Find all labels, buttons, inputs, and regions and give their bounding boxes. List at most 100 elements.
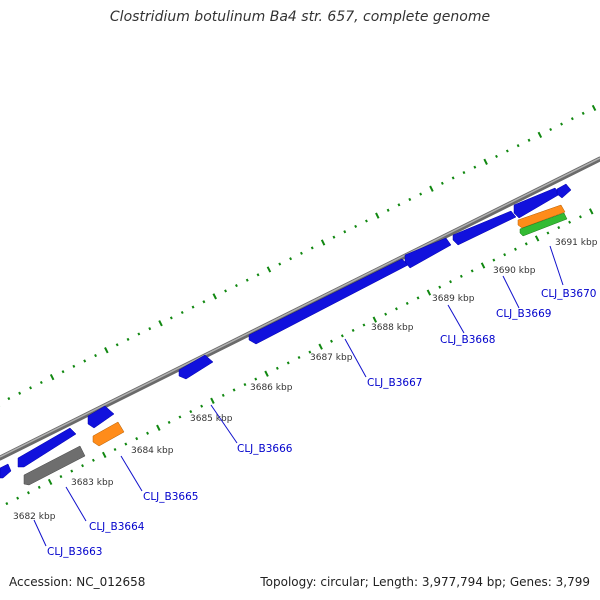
minor-tick (330, 339, 333, 343)
major-tick (591, 104, 597, 112)
gene-arrow[interactable] (452, 210, 517, 246)
minor-tick (386, 208, 390, 212)
minor-tick (37, 485, 41, 489)
gene-label-link[interactable]: CLJ_B3663 (47, 546, 102, 558)
minor-tick (492, 258, 496, 262)
minor-tick (224, 289, 228, 293)
gene-arrow[interactable] (556, 183, 572, 199)
label-leader-lines (33, 245, 564, 547)
major-tick (483, 158, 488, 165)
gene-arrow[interactable] (92, 421, 125, 447)
gene-arrow[interactable] (513, 187, 561, 219)
major-tick (589, 208, 594, 215)
gene-arrow[interactable] (178, 354, 214, 380)
minor-tick (245, 278, 249, 282)
minor-tick (549, 127, 553, 132)
minor-tick (462, 170, 466, 175)
minor-tick (126, 337, 130, 341)
minor-tick (70, 469, 74, 473)
minor-tick (440, 181, 444, 185)
minor-tick (568, 220, 572, 224)
minor-tick (503, 253, 507, 257)
minor-tick (449, 280, 452, 284)
gene-arrow[interactable] (87, 405, 115, 429)
major-tick (375, 212, 380, 219)
minor-tick (254, 377, 258, 381)
gene-label-link[interactable]: CLJ_B3666 (237, 443, 293, 455)
minor-tick (297, 355, 301, 360)
minor-tick (115, 343, 119, 347)
minor-tick (308, 350, 312, 354)
minor-tick (39, 380, 43, 385)
minor-tick (384, 312, 388, 316)
minor-tick (124, 442, 128, 446)
minor-tick (470, 269, 474, 273)
minor-tick (178, 415, 182, 419)
minor-tick (354, 224, 358, 228)
gene-arrow[interactable] (248, 258, 409, 345)
minor-tick (516, 144, 520, 148)
minor-tick (189, 410, 193, 414)
minor-tick (169, 316, 173, 320)
major-tick (156, 424, 161, 431)
minor-tick (527, 138, 531, 142)
minor-tick (81, 464, 84, 468)
minor-tick (351, 328, 355, 332)
major-tick (318, 343, 323, 350)
major-tick (372, 316, 378, 323)
genome-backbone (0, 156, 600, 461)
major-tick (426, 289, 432, 296)
major-tick (158, 320, 163, 327)
minor-tick (570, 117, 574, 121)
gene-label-link[interactable]: CLJ_B3670 (541, 288, 596, 300)
tick-labels: 3682 kbp 3683 kbp 3684 kbp 3685 kbp 3686… (13, 238, 598, 522)
major-tick (429, 185, 434, 192)
minor-tick (221, 393, 225, 397)
minor-tick (16, 496, 20, 500)
minor-tick (113, 447, 117, 452)
minor-tick (300, 251, 303, 255)
outer-tick-ring (0, 104, 597, 407)
tick-label: 3682 kbp (13, 512, 56, 522)
minor-tick (395, 307, 398, 311)
minor-tick (200, 404, 204, 408)
gene-label-link[interactable]: CLJ_B3664 (89, 521, 145, 533)
gene-label-link[interactable]: CLJ_B3668 (440, 334, 495, 346)
gene-arrow[interactable] (0, 463, 12, 479)
gene-label-link[interactable]: CLJ_B3669 (496, 308, 551, 320)
gene-label-link[interactable]: CLJ_B3667 (367, 377, 422, 389)
inner-tick-ring (5, 208, 594, 506)
minor-tick (495, 154, 498, 158)
minor-tick (332, 235, 336, 239)
minor-tick (560, 122, 563, 126)
gene-arrow[interactable] (17, 427, 77, 468)
minor-tick (397, 203, 401, 207)
minor-tick (137, 332, 141, 336)
minor-tick (243, 382, 247, 387)
gene-arrow[interactable] (23, 445, 86, 486)
minor-tick (579, 215, 582, 219)
minor-tick (235, 284, 238, 288)
gene-arrow[interactable] (404, 237, 452, 269)
minor-tick (7, 397, 11, 401)
gene-label-link[interactable]: CLJ_B3665 (143, 491, 198, 503)
major-tick (537, 131, 543, 139)
minor-tick (473, 165, 477, 169)
minor-tick (5, 502, 9, 506)
minor-tick (256, 273, 260, 277)
gene-arrow[interactable] (517, 204, 566, 229)
gene-arrow[interactable] (519, 212, 568, 237)
minor-tick (180, 310, 184, 315)
minor-tick (419, 192, 423, 196)
accession-label: Accession: NC_012658 (9, 575, 146, 589)
map-title: Clostridium botulinum Ba4 str. 657, comp… (109, 9, 491, 25)
major-tick (49, 373, 55, 381)
major-tick (210, 397, 215, 404)
minor-tick (365, 219, 368, 223)
minor-tick (232, 388, 236, 392)
minor-tick (286, 361, 290, 365)
minor-tick (59, 474, 63, 479)
tick-label: 3690 kbp (493, 266, 536, 276)
major-tick (320, 239, 326, 246)
